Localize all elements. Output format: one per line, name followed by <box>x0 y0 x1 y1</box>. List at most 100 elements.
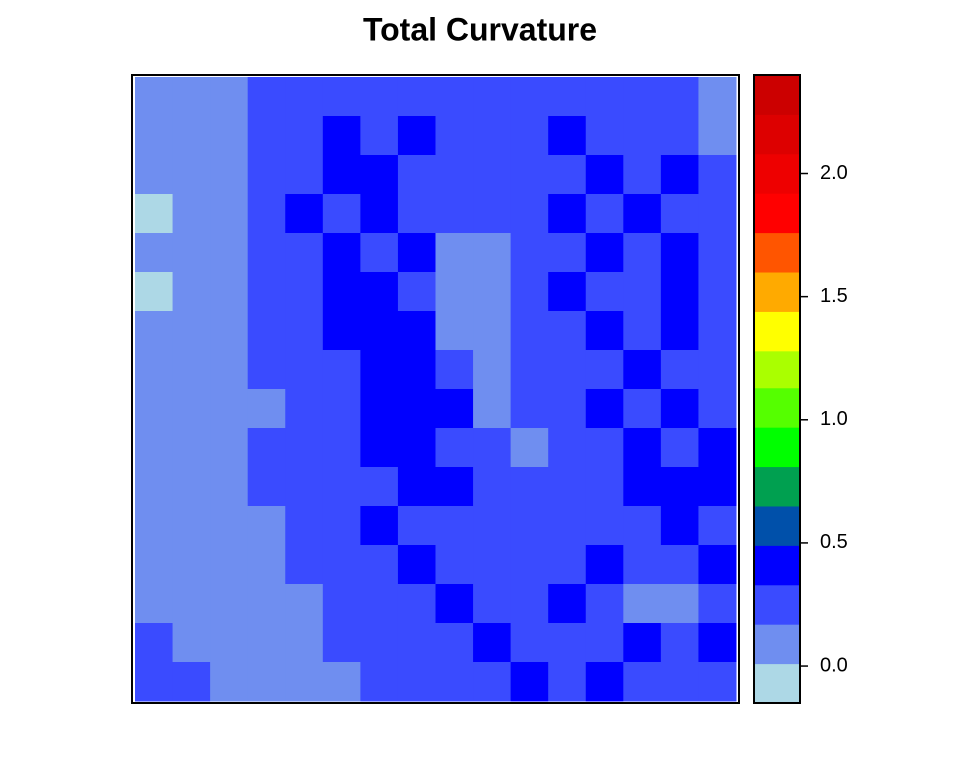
raster-cell <box>510 662 549 702</box>
raster-cell <box>210 155 249 195</box>
raster-cell <box>435 311 474 351</box>
raster-cell <box>135 155 174 195</box>
raster-cell <box>623 155 662 195</box>
raster-cell <box>285 584 324 624</box>
raster-cell <box>135 428 174 468</box>
raster-cell <box>210 233 249 273</box>
raster-cell <box>322 467 361 507</box>
raster-cell <box>435 428 474 468</box>
raster-cell <box>660 389 699 429</box>
raster-cell <box>247 350 286 390</box>
raster-cell <box>623 77 662 117</box>
raster-cell <box>247 545 286 585</box>
raster-cell <box>510 467 549 507</box>
raster-cell <box>473 662 512 702</box>
raster-cell <box>285 77 324 117</box>
colorbar-bin <box>754 427 800 468</box>
raster-cell <box>473 155 512 195</box>
raster-cell <box>585 662 624 702</box>
raster-cell <box>623 506 662 546</box>
raster-cell <box>135 272 174 312</box>
raster-cell <box>548 233 587 273</box>
raster-cell <box>585 311 624 351</box>
raster-cell <box>473 467 512 507</box>
raster-cell <box>360 389 399 429</box>
raster-cell <box>322 389 361 429</box>
colorbar-bin <box>754 153 800 194</box>
raster-cell <box>285 194 324 234</box>
raster-cell <box>510 506 549 546</box>
colorbar-bin <box>754 663 800 704</box>
raster-cell <box>585 194 624 234</box>
raster-cell <box>548 311 587 351</box>
raster-cell <box>172 272 211 312</box>
raster-cell <box>585 389 624 429</box>
raster-cell <box>585 233 624 273</box>
raster-cell <box>585 155 624 195</box>
raster-cell <box>510 389 549 429</box>
raster-cell <box>247 155 286 195</box>
raster-cell <box>360 233 399 273</box>
tick-label: 0.5 <box>820 531 848 553</box>
raster-cell <box>585 506 624 546</box>
raster-cell <box>623 623 662 663</box>
plot-frame <box>131 74 740 704</box>
colorbar-bin <box>754 584 800 625</box>
colorbar-bin <box>754 193 800 234</box>
raster-cell <box>660 545 699 585</box>
raster-cell <box>397 155 436 195</box>
raster-cell <box>435 584 474 624</box>
raster-cell <box>473 233 512 273</box>
raster-cell <box>397 311 436 351</box>
raster-cell <box>360 272 399 312</box>
raster-cell <box>172 77 211 117</box>
raster-cell <box>660 194 699 234</box>
raster-cell <box>698 77 737 117</box>
raster-cell <box>247 584 286 624</box>
raster-cell <box>397 545 436 585</box>
raster-cell <box>397 233 436 273</box>
raster-cell <box>585 350 624 390</box>
raster-cell <box>660 662 699 702</box>
raster-cell <box>660 311 699 351</box>
raster-cell <box>210 77 249 117</box>
raster-cell <box>247 233 286 273</box>
raster-cell <box>172 311 211 351</box>
raster-cell <box>210 584 249 624</box>
tick-label: 1.0 <box>820 408 848 430</box>
raster-cell <box>322 428 361 468</box>
raster-cell <box>623 272 662 312</box>
colorbar-frame <box>753 74 801 704</box>
raster-cell <box>360 545 399 585</box>
tick-label: 0.0 <box>820 654 848 676</box>
raster-cell <box>435 155 474 195</box>
raster-cell <box>172 584 211 624</box>
raster-cell <box>548 506 587 546</box>
raster-cell <box>210 194 249 234</box>
raster-cell <box>510 428 549 468</box>
raster-cell <box>473 350 512 390</box>
colorbar-bin <box>754 387 800 428</box>
raster-cell <box>660 467 699 507</box>
raster-cell <box>322 350 361 390</box>
raster-cell <box>698 662 737 702</box>
raster-cell <box>360 428 399 468</box>
chart-title: Total Curvature <box>363 11 597 47</box>
raster-cell <box>172 389 211 429</box>
raster-cell <box>397 584 436 624</box>
raster-cell <box>473 272 512 312</box>
raster-cell <box>548 467 587 507</box>
raster-cell <box>435 389 474 429</box>
raster-cell <box>548 428 587 468</box>
raster-cell <box>510 584 549 624</box>
raster-cell <box>397 467 436 507</box>
raster-cell <box>698 584 737 624</box>
raster-cell <box>135 662 174 702</box>
raster-cell <box>285 662 324 702</box>
raster-cell <box>210 272 249 312</box>
raster-cell <box>435 506 474 546</box>
raster-cell <box>435 194 474 234</box>
raster-cell <box>172 428 211 468</box>
raster-cell <box>510 350 549 390</box>
raster-cell <box>322 506 361 546</box>
